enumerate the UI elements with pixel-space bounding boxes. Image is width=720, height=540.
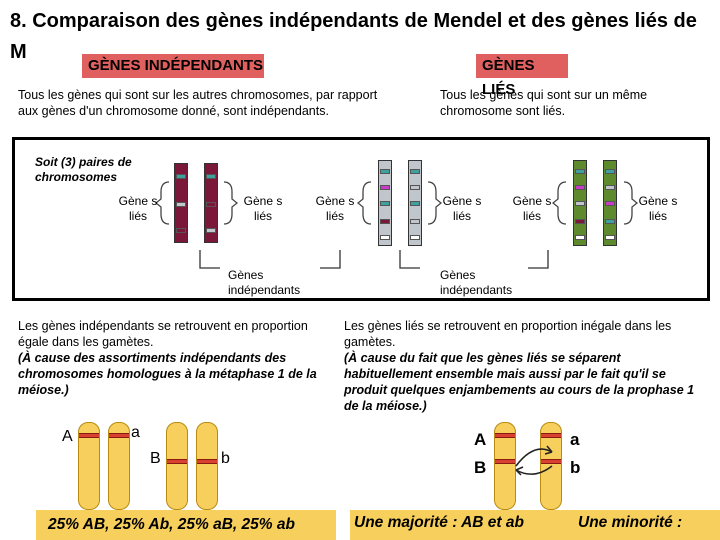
allele-label-b: b [570, 458, 581, 477]
independent-genes-label: Gènes indépendants [228, 268, 301, 297]
crossing-over-arrows [515, 445, 553, 476]
result-linked-banner [350, 510, 720, 540]
yellow-chromosome [196, 422, 218, 510]
gene-band [410, 185, 420, 190]
pairs-label: Soit (3) paires de chromosomes [35, 155, 132, 184]
explanation-independent-reason: (À cause des assortiments indépendants d… [18, 351, 317, 397]
linked-genes-label: Gène s liés [118, 194, 158, 223]
gene-band [380, 185, 390, 190]
chromosome [603, 160, 617, 246]
yellow-chromosome [494, 422, 516, 510]
linked-genes-label: Gène s liés [638, 194, 678, 223]
allele-label-B: B [474, 458, 487, 477]
allele-band [109, 433, 129, 438]
gene-band [575, 185, 585, 190]
result-linked-minor: Une minorité : [578, 514, 683, 531]
allele-label-A: A [474, 430, 487, 449]
gene-band [605, 235, 615, 240]
gene-band [575, 219, 585, 224]
gene-band [206, 202, 216, 207]
brace-left-2 [357, 181, 372, 225]
gene-band [575, 235, 585, 240]
gene-band [575, 201, 585, 206]
chromosome [378, 160, 392, 246]
linked-genes-label: Gène s liés [442, 194, 482, 223]
gene-band [410, 201, 420, 206]
allele-band [79, 433, 99, 438]
chromosome [174, 163, 188, 243]
chromosome [204, 163, 218, 243]
result-linked-major: Une majorité : AB et ab [354, 514, 524, 531]
gene-band [176, 202, 186, 207]
brace-right-1 [223, 181, 238, 225]
definition-independent: Tous les gènes qui sont sur les autres c… [18, 88, 378, 118]
gene-band [380, 169, 390, 174]
gene-band [410, 219, 420, 224]
allele-band [167, 459, 187, 464]
independence-connectors [199, 250, 549, 269]
explanation-linked-reason: (À cause du fait que les gènes liés se s… [344, 351, 695, 413]
chromosome [408, 160, 422, 246]
gene-band [206, 174, 216, 179]
slide-title: 8. Comparaison des gènes indépendants de… [10, 10, 697, 63]
gene-band [176, 174, 186, 179]
allele-label-a: a [570, 430, 580, 449]
explanation-linked: Les gènes liés se retrouvent en proporti… [344, 318, 712, 414]
gene-band [605, 219, 615, 224]
allele-label-A: A [62, 428, 73, 445]
brace-right-2 [427, 181, 442, 225]
yellow-chromosome [108, 422, 130, 510]
allele-label-a: a [131, 424, 140, 441]
chromosome [573, 160, 587, 246]
linked-genes-label: Gène s liés [315, 194, 355, 223]
linked-genes-label: Gène s liés [512, 194, 552, 223]
gene-band [605, 169, 615, 174]
allele-band [541, 433, 561, 438]
brace-left-3 [552, 181, 567, 225]
allele-band [495, 433, 515, 438]
allele-label-b: b [221, 450, 230, 467]
yellow-chromosome [166, 422, 188, 510]
allele-band [197, 459, 217, 464]
allele-label-B: B [150, 450, 161, 467]
gene-band [206, 228, 216, 233]
result-independent: 25% AB, 25% Ab, 25% aB, 25% ab [36, 510, 336, 540]
explanation-independent: Les gènes indépendants se retrouvent en … [18, 318, 328, 398]
gene-band [176, 228, 186, 233]
gene-band [605, 201, 615, 206]
independent-genes-label: Gènes indépendants [440, 268, 513, 297]
gene-band [575, 169, 585, 174]
explanation-independent-main: Les gènes indépendants se retrouvent en … [18, 319, 308, 349]
gene-band [380, 219, 390, 224]
chromosome-diagram-box [12, 137, 710, 301]
definition-linked: Tous les gènes qui sont sur un même chro… [440, 88, 648, 118]
gene-band [410, 235, 420, 240]
brace-right-3 [623, 181, 638, 225]
allele-band [541, 459, 561, 464]
explanation-linked-main: Les gènes liés se retrouvent en proporti… [344, 319, 672, 349]
yellow-chromosome [78, 422, 100, 510]
gene-band [410, 169, 420, 174]
linked-genes-label: Gène s liés [243, 194, 283, 223]
gene-band [380, 201, 390, 206]
tag-independent-genes: GÈNES INDÉPENDANTS [82, 54, 264, 78]
tag-linked-genes: GÈNES LIÉS [476, 54, 568, 98]
brace-left-1 [155, 181, 170, 225]
allele-band [495, 459, 515, 464]
gene-band [380, 235, 390, 240]
gene-band [605, 185, 615, 190]
